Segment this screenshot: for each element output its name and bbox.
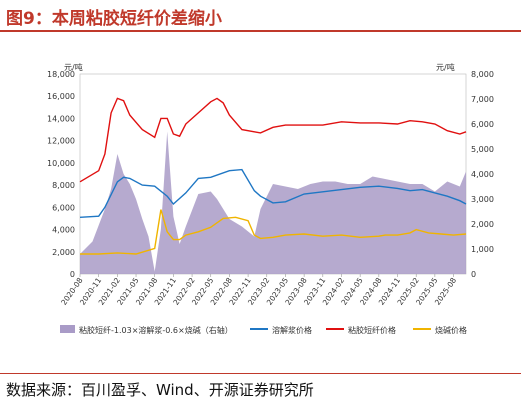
- right-y-tick-label: 6,000: [471, 120, 494, 129]
- right-axis-unit: 元/吨: [436, 62, 455, 72]
- legend-label-spread: 粘胶短纤-1.03×溶解浆-0.6×烧碱（右轴）: [79, 325, 233, 335]
- series-soda-price-line: [80, 209, 467, 255]
- left-y-tick-label: 18,000: [47, 70, 75, 79]
- right-y-tick-label: 8,000: [471, 70, 494, 79]
- source-divider: [0, 373, 521, 374]
- legend-label-pulp: 溶解浆价格: [272, 325, 312, 335]
- data-source: 数据来源：百川盈孚、Wind、开源证券研究所: [6, 381, 314, 399]
- right-y-tick-label: 2,000: [471, 220, 494, 229]
- left-y-tick-label: 8,000: [52, 181, 75, 190]
- chart-svg: 元/吨 元/吨 0 2,000 4,000 6,000 8,000 10,000 12,000 1…: [47, 62, 494, 335]
- right-y-tick-label: 4,000: [471, 170, 494, 179]
- series-pulp-price-line: [79, 168, 467, 218]
- left-y-tick-label: 4,000: [52, 226, 75, 235]
- right-y-tick-label: 0: [471, 270, 476, 279]
- left-y-tick-label: 16,000: [47, 92, 75, 101]
- legend-label-viscose: 粘胶短纤价格: [348, 325, 396, 335]
- left-y-tick-label: 12,000: [47, 137, 75, 146]
- left-axis-unit: 元/吨: [64, 62, 83, 72]
- series-viscose-price-line: [79, 97, 467, 183]
- left-y-tick-label: 0: [70, 270, 75, 279]
- chart-area: 元/吨 元/吨 0 2,000 4,000 6,000 8,000 10,000 12,000 1…: [0, 34, 521, 374]
- figure-title: 图9：本周粘胶短纤价差缩小: [6, 9, 222, 29]
- left-y-tick-label: 6,000: [52, 203, 75, 212]
- right-y-tick-label: 5,000: [471, 145, 494, 154]
- right-y-tick-label: 3,000: [471, 195, 494, 204]
- legend-swatch-spread: [60, 325, 75, 333]
- left-y-tick-label: 2,000: [52, 248, 75, 257]
- right-y-tick-label: 1,000: [471, 245, 494, 254]
- figure-header: 图9：本周粘胶短纤价差缩小: [0, 0, 521, 32]
- right-y-tick-label: 7,000: [471, 95, 494, 104]
- left-y-tick-label: 10,000: [47, 159, 75, 168]
- legend-label-soda: 烧碱价格: [435, 325, 467, 335]
- left-y-tick-label: 14,000: [47, 114, 75, 123]
